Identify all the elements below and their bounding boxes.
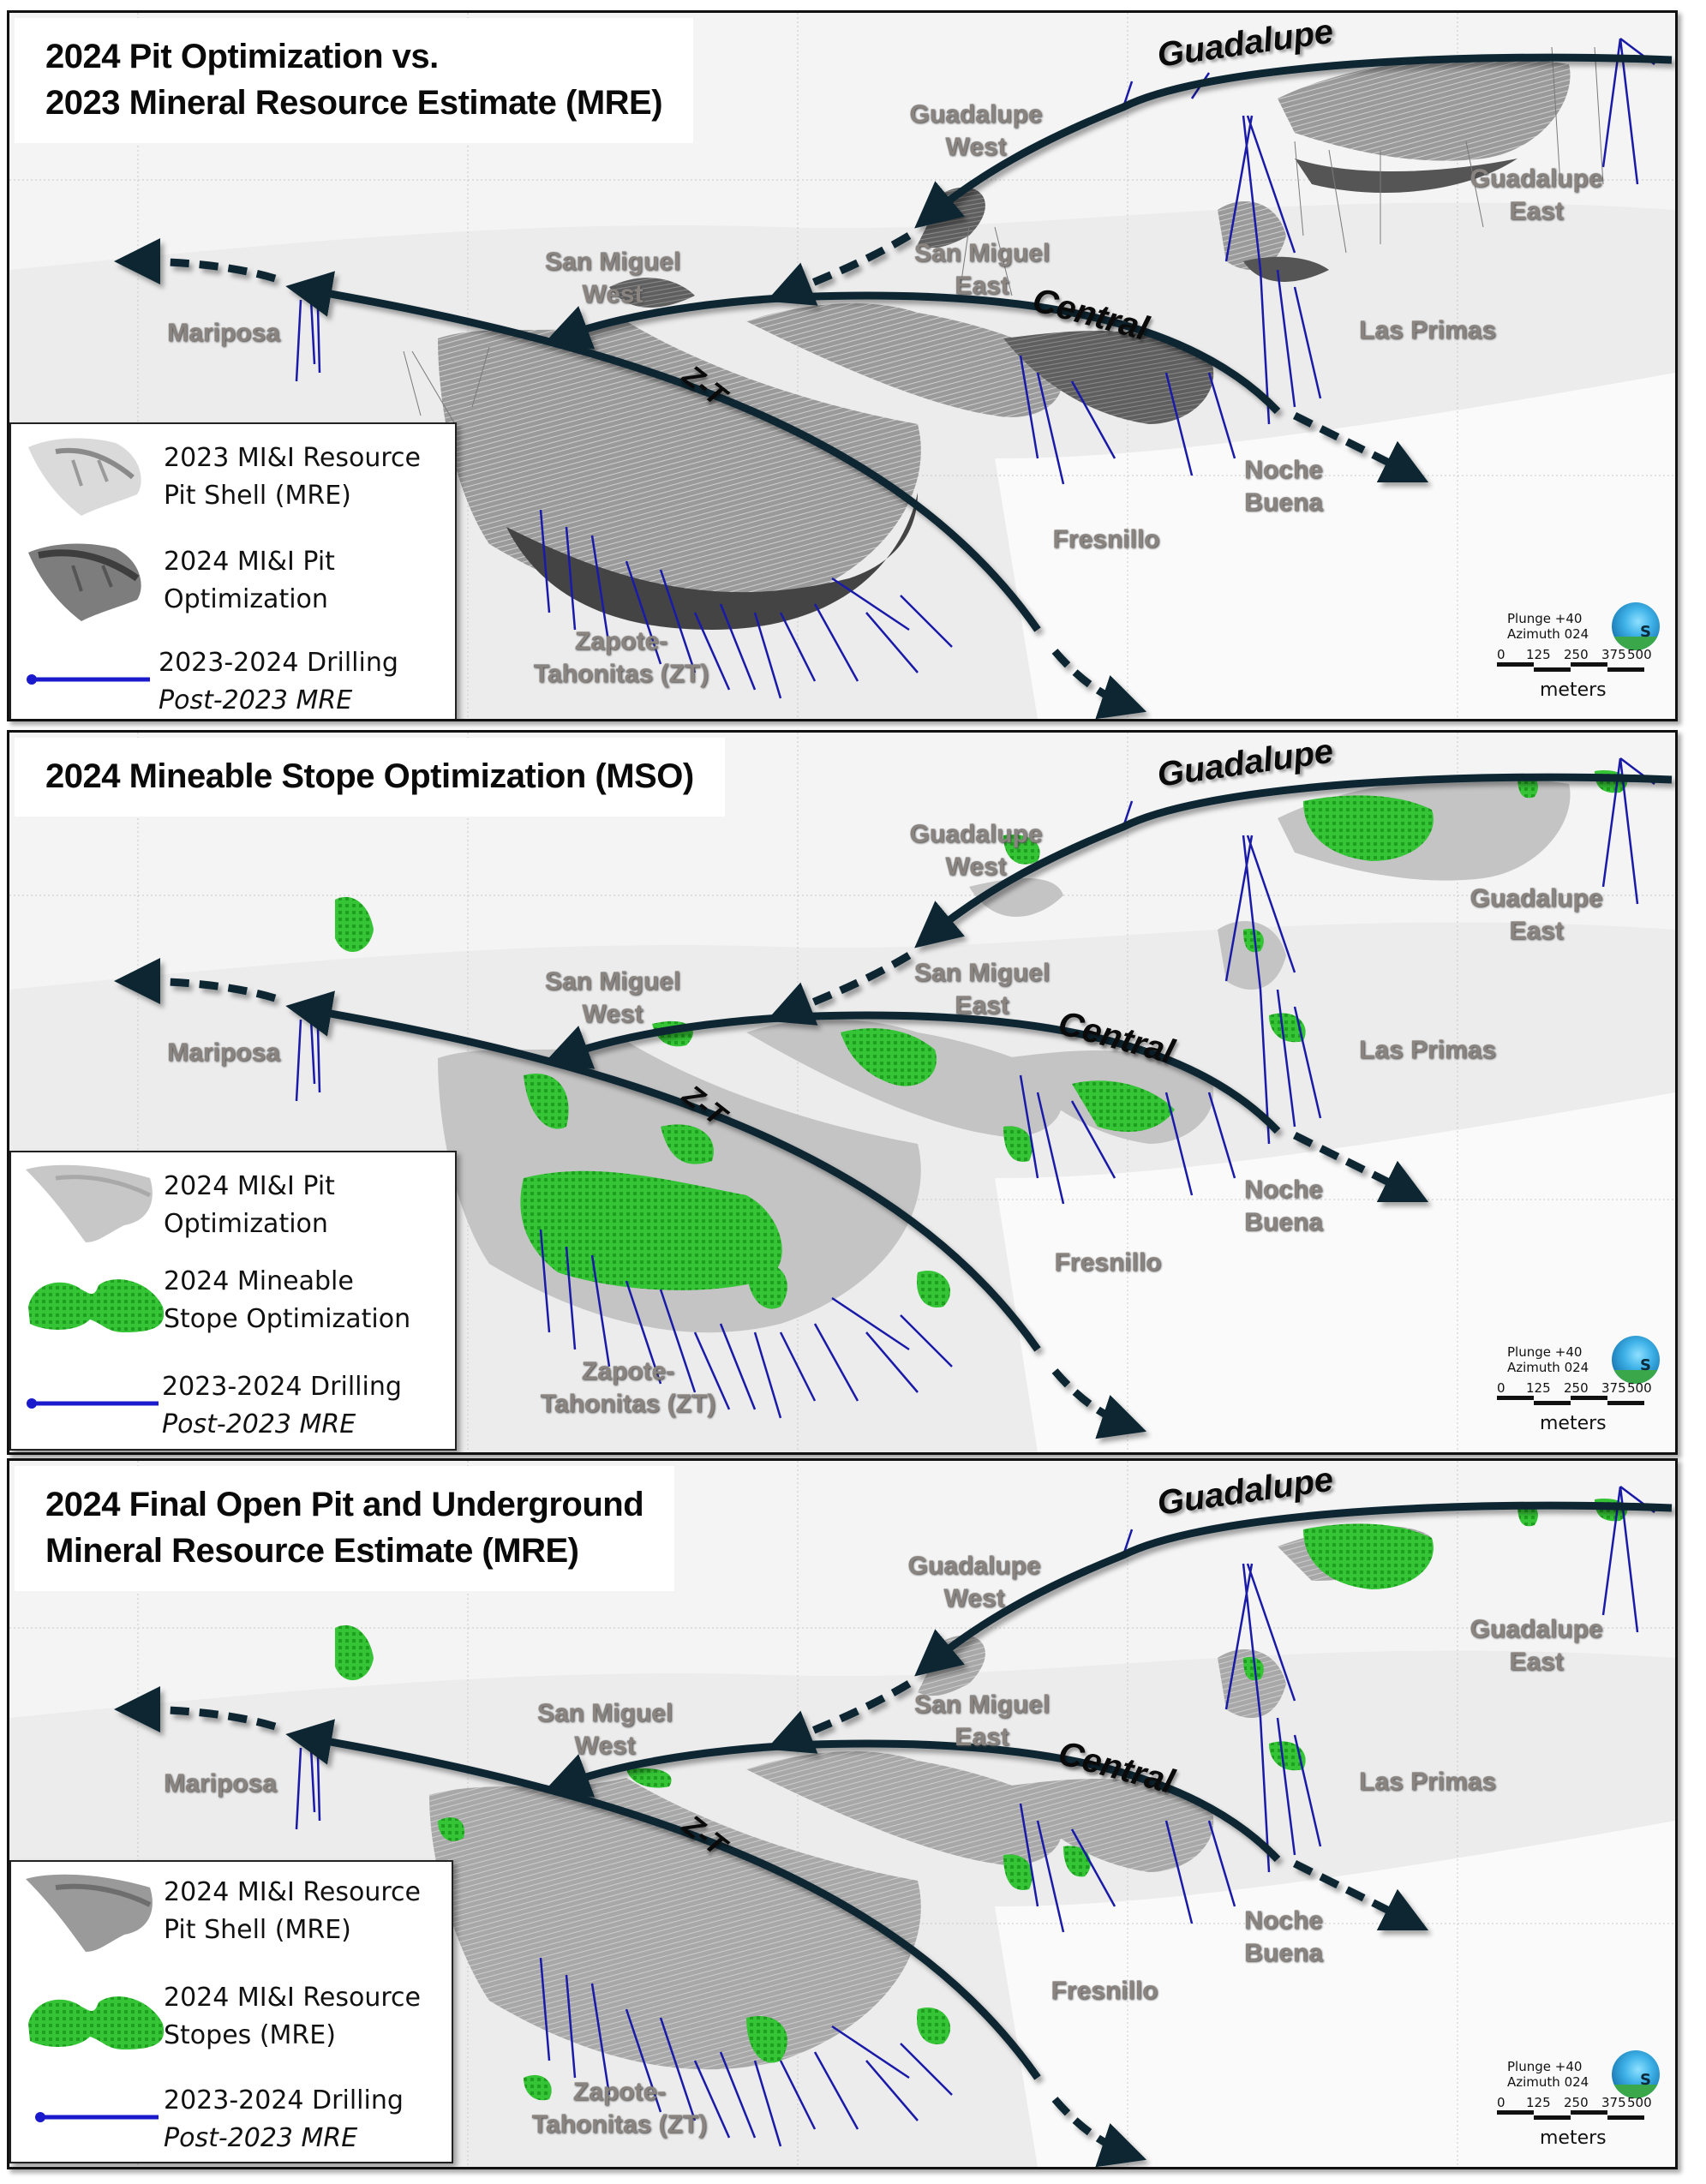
pit-shell-2024-swatch-icon <box>26 1874 153 1952</box>
view-orientation: Plunge +40 Azimuth 024 <box>1507 1344 1589 1375</box>
guadalupe-trend-arrow <box>914 53 1673 229</box>
area-label-noche-buena: Noche Buena <box>1244 1906 1323 1967</box>
area-label-mariposa: Mariposa <box>164 1769 277 1798</box>
title-line-1: 2024 Final Open Pit and Underground <box>45 1486 644 1523</box>
area-label-las-primas: Las Primas <box>1358 316 1497 344</box>
resource-stopes <box>335 1499 1628 2101</box>
stopes-swatch-icon <box>28 1279 165 1332</box>
scale-bar: Plunge +40 Azimuth 024 S 0 125 250 375 500 me… <box>1497 1336 1660 1437</box>
legend-item-drilling: 2023-2024 Drilling Post-2023 MRE <box>11 643 455 719</box>
area-label-fresnillo: Fresnillo <box>1054 1248 1162 1277</box>
panel-final-mre: 2024 Final Open Pit and Underground Mine… <box>7 1458 1678 2169</box>
scale-bar-segments <box>1497 1396 1644 1405</box>
area-label-mariposa: Mariposa <box>167 319 280 347</box>
view-orientation: Plunge +40 Azimuth 024 <box>1507 2059 1589 2090</box>
mineable-stopes <box>335 770 1628 1309</box>
orientation-globe-icon: S <box>1612 602 1660 650</box>
area-label-san-miguel-east: San Miguel East <box>913 959 1051 1020</box>
legend-item-2024-pit-shell: 2024 MI&I Resource Pit Shell (MRE) <box>11 1870 452 1956</box>
area-label-guadalupe-east: Guadalupe East <box>1470 1615 1603 1676</box>
title-line-1: 2024 Mineable Stope Optimization (MSO) <box>45 757 694 795</box>
area-label-las-primas: Las Primas <box>1358 1768 1497 1796</box>
orientation-globe-icon: S <box>1612 1336 1660 1384</box>
area-label-guadalupe-east: Guadalupe East <box>1470 884 1603 945</box>
legend-item-mineable-stopes: 2024 Mineable Stope Optimization <box>11 1260 455 1345</box>
area-label-san-miguel-west: San Miguel West <box>544 248 681 308</box>
pit-shell-2023-swatch-icon <box>28 438 141 516</box>
stopes-swatch-icon <box>28 1996 165 2049</box>
orientation-globe-icon: S <box>1612 2050 1660 2098</box>
drill-line-swatch-icon <box>27 1398 159 1409</box>
legend-item-2023-pit-shell: 2023 MI&I Resource Pit Shell (MRE) <box>11 434 455 520</box>
area-label-noche-buena: Noche Buena <box>1244 456 1323 517</box>
zt-trend-arrow <box>285 271 1041 632</box>
trend-arrows <box>114 773 1673 1439</box>
pit-shells-2024-mre <box>429 1526 1432 2070</box>
scale-bar-segments <box>1497 2110 1644 2120</box>
area-label-san-miguel-east: San Miguel East <box>913 239 1051 300</box>
drill-holes-2023-2024 <box>295 1486 1655 2147</box>
title-line-2: Mineral Resource Estimate (MRE) <box>45 1532 579 1570</box>
trend-arrows <box>114 1501 1673 2167</box>
drill-line-swatch-icon <box>35 2112 159 2122</box>
area-label-guadalupe-west: Guadalupe West <box>909 100 1043 161</box>
title-line-1: 2024 Pit Optimization vs. <box>45 38 439 75</box>
historic-drill-holes <box>403 46 1604 425</box>
area-label-mariposa: Mariposa <box>167 1038 280 1067</box>
view-orientation: Plunge +40 Azimuth 024 <box>1507 611 1589 642</box>
area-label-guadalupe-west: Guadalupe West <box>907 1552 1041 1613</box>
area-label-guadalupe-west: Guadalupe West <box>909 820 1043 881</box>
scale-bar-segments <box>1497 662 1644 672</box>
legend: 2024 MI&I Pit Optimization 2024 Mineable S… <box>9 1151 457 1451</box>
drill-line-swatch-icon <box>27 674 150 685</box>
scale-unit: meters <box>1540 679 1607 701</box>
title-line-2: 2023 Mineral Resource Estimate (MRE) <box>45 84 663 122</box>
pit-shell-2024-swatch-icon <box>26 1164 153 1242</box>
area-label-guadalupe-east: Guadalupe East <box>1470 165 1603 225</box>
area-label-zapote-tahonitas: Zapote- Tahonitas (ZT) <box>540 1357 716 1418</box>
zt-trend-extension-east <box>1051 649 1147 719</box>
legend: 2023 MI&I Resource Pit Shell (MRE) 2024 M… <box>9 422 457 719</box>
area-label-las-primas: Las Primas <box>1358 1036 1497 1064</box>
central-trend-extension <box>1292 411 1429 483</box>
area-label-fresnillo: Fresnillo <box>1052 525 1160 553</box>
panel-title: 2024 Final Open Pit and Underground Mine… <box>15 1466 675 1591</box>
panel-title: 2024 Mineable Stope Optimization (MSO) <box>15 738 725 817</box>
pit-shell-2024-swatch-icon <box>28 543 141 621</box>
legend-item-drilling: 2023-2024 Drilling Post-2023 MRE <box>11 2080 452 2157</box>
scale-bar: Plunge +40 Azimuth 024 S 0 125 250 375 500 me… <box>1497 602 1660 703</box>
drill-holes-2023-2024 <box>295 38 1655 699</box>
legend-item-2024-pit-optimization: 2024 MI&I Pit Optimization <box>11 540 455 625</box>
scale-bar: Plunge +40 Azimuth 024 S 0 125 250 375 500 me… <box>1497 2050 1660 2151</box>
legend-item-drilling: 2023-2024 Drilling Post-2023 MRE <box>11 1367 455 1444</box>
scale-unit: meters <box>1540 1413 1607 1434</box>
drill-holes-2023-2024 <box>295 757 1655 1419</box>
area-label-san-miguel-east: San Miguel East <box>913 1690 1051 1751</box>
pit-shells <box>438 57 1571 630</box>
legend-item-2024-pit-optimization: 2024 MI&I Pit Optimization <box>11 1161 455 1247</box>
area-label-san-miguel-west: San Miguel West <box>536 1699 673 1760</box>
guadalupe-trend-extension <box>766 232 912 306</box>
area-label-noche-buena: Noche Buena <box>1244 1176 1323 1236</box>
scale-unit: meters <box>1540 2127 1607 2149</box>
panel-mso: 2024 Mineable Stope Optimization (MSO) G… <box>7 730 1678 1455</box>
area-label-fresnillo: Fresnillo <box>1051 1977 1158 2005</box>
legend-item-resource-stopes: 2024 MI&I Resource Stopes (MRE) <box>11 1978 452 2063</box>
legend: 2024 MI&I Resource Pit Shell (MRE) 2024 M… <box>9 1860 453 2163</box>
panel-title: 2024 Pit Optimization vs. 2023 Mineral R… <box>15 18 694 143</box>
area-label-zapote-tahonitas: Zapote- Tahonitas (ZT) <box>531 2078 708 2139</box>
central-trend-arrow <box>543 291 1281 415</box>
area-label-zapote-tahonitas: Zapote- Tahonitas (ZT) <box>533 627 709 688</box>
panel-pit-vs-2023-mre: 2024 Pit Optimization vs. 2023 Mineral R… <box>7 10 1678 721</box>
zt-trend-extension-west <box>114 238 277 285</box>
trend-arrows <box>114 53 1673 719</box>
area-label-san-miguel-west: San Miguel West <box>544 967 681 1028</box>
